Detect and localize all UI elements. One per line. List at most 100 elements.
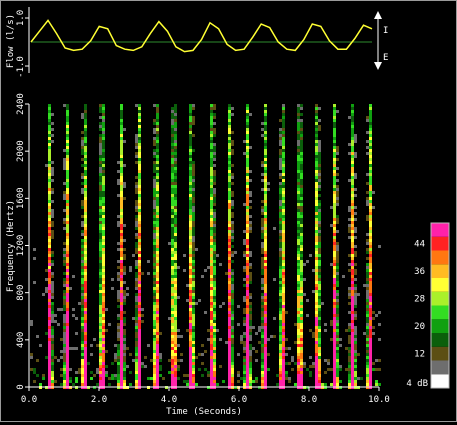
spectrogram-cell [135, 314, 138, 317]
spectrogram-cell [51, 236, 54, 239]
spectrogram-cell [84, 167, 87, 170]
spectrogram-cell [333, 320, 336, 323]
spectrogram-cell [84, 164, 87, 167]
spectrogram-cell [354, 272, 357, 275]
spectrogram-cell [228, 278, 231, 281]
spectrogram-cell [66, 365, 69, 368]
spectrogram-cell [63, 335, 66, 338]
spectrogram-cell [120, 140, 123, 143]
spectrogram-cell [249, 302, 252, 305]
spectrogram-cell [66, 290, 69, 293]
spectrogram-cell [285, 338, 288, 341]
spectrogram-cell [63, 227, 66, 230]
spectrogram-cell [174, 365, 177, 368]
spectrogram-cell [150, 377, 153, 380]
spectrogram-cell [171, 197, 174, 200]
spectrogram-cell [336, 359, 339, 362]
spectrogram-cell [99, 290, 102, 293]
spectrogram-cell [261, 302, 264, 305]
spectrogram-cell [333, 173, 336, 176]
spectrogram-cell [123, 197, 126, 200]
spectrogram-cell [282, 113, 285, 116]
spectrogram-cell [351, 278, 354, 281]
spectrogram-cell [300, 170, 303, 173]
spectrogram-cell [210, 275, 213, 278]
spectrogram-cell [372, 206, 375, 209]
spectrogram-cell [138, 119, 141, 122]
spectrogram-cell [246, 242, 249, 245]
spectrogram-cell [123, 365, 126, 368]
spectrogram-cell [297, 116, 300, 119]
spectrogram-cell [249, 356, 252, 359]
spectrogram-cell [48, 290, 51, 293]
spectrogram-cell [33, 368, 36, 371]
spectrogram-cell [51, 356, 54, 359]
spectrogram-cell [228, 299, 231, 302]
spectrogram-cell [207, 329, 210, 332]
spectrogram-cell [246, 221, 249, 224]
spectrogram-cell [120, 236, 123, 239]
spectrogram-cell [348, 329, 351, 332]
spectro-x-tick-label: 8.0 [301, 395, 317, 405]
spectrogram-cell [63, 293, 66, 296]
spectrogram-cell [333, 215, 336, 218]
spectrogram-cell [261, 347, 264, 350]
spectrogram-cell [123, 299, 126, 302]
spectrogram-cell [102, 287, 105, 290]
spectrogram-cell [282, 365, 285, 368]
spectrogram-cell [333, 248, 336, 251]
spectrogram-cell [138, 230, 141, 233]
spectrogram-cell [117, 299, 120, 302]
spectrogram-cell [171, 278, 174, 281]
spectrogram-cell [333, 242, 336, 245]
spectrogram-cell [81, 272, 84, 275]
spectrogram-cell [102, 275, 105, 278]
spectrogram-cell [138, 347, 141, 350]
spectrogram-cell [369, 335, 372, 338]
spectro-x-tick-label: 4.0 [161, 395, 177, 405]
spectrogram-cell [282, 167, 285, 170]
spectrogram-cell [138, 170, 141, 173]
spectrogram-cell [135, 332, 138, 335]
spectrogram-cell [171, 326, 174, 329]
spectrogram-cell [156, 170, 159, 173]
spectrogram-cell [153, 359, 156, 362]
spectrogram-cell [66, 173, 69, 176]
spectrogram-cell [264, 344, 267, 347]
spectrogram-cell [366, 275, 369, 278]
spectrogram-cell [231, 317, 234, 320]
spectrogram-cell [282, 284, 285, 287]
spectrogram-cell [333, 182, 336, 185]
spectrogram-cell [153, 215, 156, 218]
spectrogram-cell [174, 326, 177, 329]
spectrogram-cells [30, 104, 381, 389]
spectrogram-cell [192, 326, 195, 329]
colorbar-swatch [431, 250, 449, 265]
spectrogram-cell [279, 299, 282, 302]
spectrogram-cell [63, 242, 66, 245]
spectrogram-cell [117, 305, 120, 308]
spectrogram-cell [48, 146, 51, 149]
spectrogram-cell [153, 176, 156, 179]
spectrogram-cell [336, 365, 339, 368]
spectrogram-cell [102, 278, 105, 281]
spectrogram-cell [117, 359, 120, 362]
spectrogram-cell [210, 272, 213, 275]
spectrogram-cell [348, 380, 351, 383]
spectrogram-cell [144, 365, 147, 368]
spectrogram-cell [69, 380, 72, 383]
spectrogram-cell [264, 137, 267, 140]
spectrogram-cell [222, 380, 225, 383]
spectrogram-cell [138, 173, 141, 176]
spectrogram-cell [192, 290, 195, 293]
spectrogram-cell [171, 362, 174, 365]
spectrogram-cell [210, 266, 213, 269]
spectrogram-cell [138, 233, 141, 236]
spectrogram-cell [261, 227, 264, 230]
spectrogram-cell [354, 332, 357, 335]
spectrogram-cell [318, 206, 321, 209]
spectrogram-cell [81, 251, 84, 254]
spectrogram-cell [153, 293, 156, 296]
spectrogram-cell [282, 314, 285, 317]
spectrogram-cell [366, 248, 369, 251]
